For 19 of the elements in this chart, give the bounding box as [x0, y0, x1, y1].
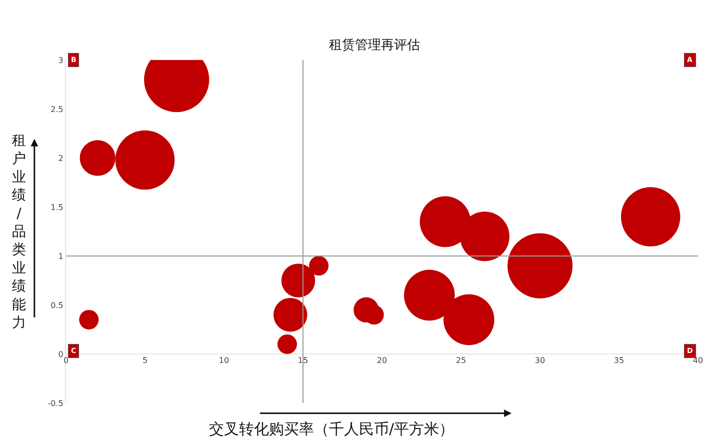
y-tick-label: 0 — [58, 350, 64, 359]
y-tick-label: 3 — [58, 56, 64, 65]
y-tick-label: 0.5 — [50, 300, 64, 310]
y-tick-label: 1.5 — [50, 202, 64, 212]
x-tick-label: 35 — [614, 356, 624, 365]
x-tick-label: 15 — [298, 356, 308, 365]
y-tick-label: 1 — [58, 252, 64, 261]
x-tick-label: 40 — [692, 356, 704, 365]
x-tick-label: 20 — [376, 356, 388, 365]
y-tick-label: 2.5 — [50, 104, 64, 114]
text: 租户业绩/品类业绩能力 — [12, 133, 26, 331]
x-tick-label: 25 — [456, 356, 466, 365]
x-axis-title: 交叉转化购买率（千人民币/平方米） — [209, 420, 454, 438]
x-tick-label: 10 — [218, 356, 230, 365]
y-tick-label: -0.5 — [48, 398, 64, 408]
x-tick-label: 30 — [534, 356, 546, 365]
chart-title: 租赁管理再评估 — [328, 38, 420, 54]
x-tick-label: 5 — [142, 356, 148, 365]
y-tick-label: 2 — [58, 154, 64, 163]
